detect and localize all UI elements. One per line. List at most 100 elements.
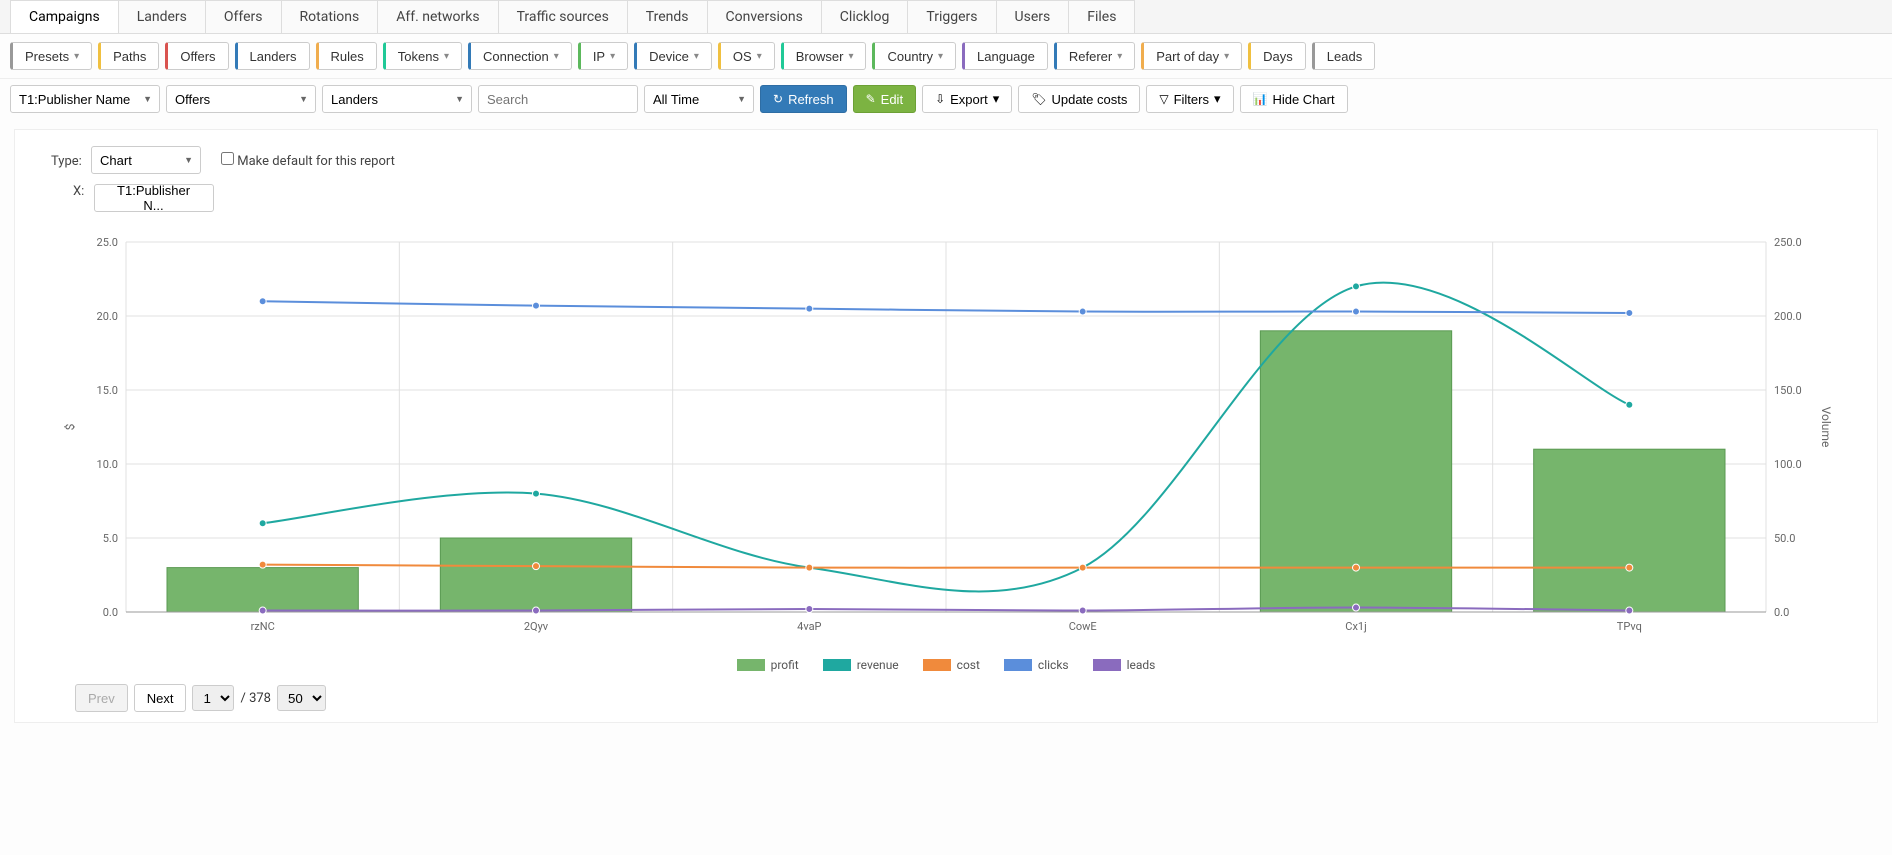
legend-label-cost: cost <box>957 658 980 672</box>
svg-text:150.0: 150.0 <box>1774 384 1802 397</box>
chevron-down-icon: ▾ <box>554 51 559 62</box>
legend-item-revenue[interactable]: revenue <box>823 658 899 672</box>
tab-campaigns[interactable]: Campaigns <box>10 0 119 33</box>
chevron-down-icon: ▾ <box>444 51 449 62</box>
legend-swatch-revenue <box>823 659 851 671</box>
legend-item-cost[interactable]: cost <box>923 658 980 672</box>
filter-tokens[interactable]: Tokens▾ <box>383 42 462 70</box>
export-button[interactable]: ⇩Export▾ <box>922 85 1012 113</box>
chevron-down-icon: ▾ <box>694 51 699 62</box>
page-select[interactable]: 1 <box>192 685 234 711</box>
prev-button[interactable]: Prev <box>75 684 128 712</box>
chevron-down-icon: ▾ <box>1214 91 1221 107</box>
svg-text:0.0: 0.0 <box>103 606 118 619</box>
export-icon: ⇩ <box>935 92 945 106</box>
tab-triggers[interactable]: Triggers <box>907 0 996 33</box>
chart-legend: profit revenue cost clicks leads <box>35 658 1857 672</box>
filter-browser[interactable]: Browser▾ <box>781 42 867 70</box>
filters-button[interactable]: ▽Filters▾ <box>1146 85 1233 113</box>
filter-landers[interactable]: Landers <box>235 42 310 70</box>
chevron-down-icon: ▾ <box>938 51 943 62</box>
chart-controls-row2: X: T1:Publisher N... <box>73 184 1857 212</box>
svg-text:TPvq: TPvq <box>1617 620 1642 633</box>
chart-type-select[interactable]: Chart <box>91 146 201 174</box>
refresh-icon: ↻ <box>773 92 783 106</box>
default-checkbox[interactable] <box>221 152 234 165</box>
filter-os[interactable]: OS▾ <box>718 42 775 70</box>
filter-country[interactable]: Country▾ <box>872 42 956 70</box>
svg-text:2Qyv: 2Qyv <box>524 620 549 633</box>
update-costs-button[interactable]: 🏷Update costs <box>1018 85 1140 113</box>
legend-label-revenue: revenue <box>857 658 899 672</box>
pager: Prev Next 1 / 378 50 <box>75 684 1857 712</box>
svg-text:rzNC: rzNC <box>251 620 275 633</box>
legend-item-leads[interactable]: leads <box>1093 658 1156 672</box>
svg-text:250.0: 250.0 <box>1774 236 1802 249</box>
tab-clicklog[interactable]: Clicklog <box>821 0 909 33</box>
grouping3-select[interactable]: Landers <box>322 85 472 113</box>
filter-days[interactable]: Days <box>1248 42 1306 70</box>
tab-rotations[interactable]: Rotations <box>281 0 379 33</box>
svg-text:10.0: 10.0 <box>97 458 118 471</box>
tab-offers[interactable]: Offers <box>205 0 282 33</box>
svg-text:Volume: Volume <box>1819 407 1833 448</box>
hide-chart-label: Hide Chart <box>1272 92 1334 107</box>
edit-button[interactable]: ✎Edit <box>853 85 916 113</box>
tab-traffic-sources[interactable]: Traffic sources <box>498 0 628 33</box>
filter-offers[interactable]: Offers <box>165 42 228 70</box>
filter-presets[interactable]: Presets▾ <box>10 42 92 70</box>
grouping1-select[interactable]: T1:Publisher Name <box>10 85 160 113</box>
filter-rules[interactable]: Rules <box>316 42 377 70</box>
tab-aff-networks[interactable]: Aff. networks <box>377 0 498 33</box>
filter-connection[interactable]: Connection▾ <box>468 42 572 70</box>
search-input[interactable] <box>478 85 638 113</box>
svg-text:Cx1j: Cx1j <box>1345 620 1366 633</box>
grouping2-select[interactable]: Offers <box>166 85 316 113</box>
svg-text:25.0: 25.0 <box>97 236 118 249</box>
legend-item-clicks[interactable]: clicks <box>1004 658 1069 672</box>
chevron-down-icon: ▾ <box>848 51 853 62</box>
legend-swatch-leads <box>1093 659 1121 671</box>
svg-text:15.0: 15.0 <box>97 384 118 397</box>
legend-swatch-profit <box>737 659 765 671</box>
tab-trends[interactable]: Trends <box>627 0 708 33</box>
chevron-down-icon: ▾ <box>610 51 615 62</box>
x-dimension-button[interactable]: T1:Publisher N... <box>94 184 214 212</box>
per-page-select[interactable]: 50 <box>277 685 326 711</box>
filter-device[interactable]: Device▾ <box>634 42 712 70</box>
edit-label: Edit <box>881 92 903 107</box>
default-checkbox-wrap[interactable]: Make default for this report <box>221 154 395 169</box>
filter-icon: ▽ <box>1159 92 1168 106</box>
tab-conversions[interactable]: Conversions <box>707 0 822 33</box>
svg-text:50.0: 50.0 <box>1774 532 1795 545</box>
daterange-select[interactable]: All Time <box>644 85 754 113</box>
filter-referer[interactable]: Referer▾ <box>1054 42 1135 70</box>
legend-label-leads: leads <box>1127 658 1156 672</box>
filter-paths[interactable]: Paths <box>98 42 159 70</box>
legend-item-profit[interactable]: profit <box>737 658 799 672</box>
chart-icon: 📊 <box>1253 92 1268 106</box>
legend-label-profit: profit <box>771 658 799 672</box>
svg-text:4vaP: 4vaP <box>797 620 821 633</box>
hide-chart-button[interactable]: 📊 Hide Chart <box>1240 85 1348 113</box>
filter-part-of-day[interactable]: Part of day▾ <box>1141 42 1242 70</box>
tab-users[interactable]: Users <box>996 0 1070 33</box>
filter-ip[interactable]: IP▾ <box>578 42 628 70</box>
svg-text:200.0: 200.0 <box>1774 310 1802 323</box>
legend-label-clicks: clicks <box>1038 658 1069 672</box>
tab-files[interactable]: Files <box>1068 0 1135 33</box>
svg-text:5.0: 5.0 <box>103 532 118 545</box>
next-button[interactable]: Next <box>134 684 187 712</box>
filter-language[interactable]: Language <box>962 42 1048 70</box>
tab-landers[interactable]: Landers <box>118 0 206 33</box>
export-label: Export <box>950 92 988 107</box>
refresh-label: Refresh <box>788 92 834 107</box>
svg-text:20.0: 20.0 <box>97 310 118 323</box>
svg-text:CowE: CowE <box>1069 620 1097 633</box>
legend-swatch-cost <box>923 659 951 671</box>
type-label: Type: <box>51 154 82 169</box>
filter-leads[interactable]: Leads <box>1312 42 1375 70</box>
refresh-button[interactable]: ↻ Refresh <box>760 85 847 113</box>
chart-canvas: 0.05.010.015.020.025.00.050.0100.0150.02… <box>56 222 1836 652</box>
chevron-down-icon: ▾ <box>74 51 79 62</box>
